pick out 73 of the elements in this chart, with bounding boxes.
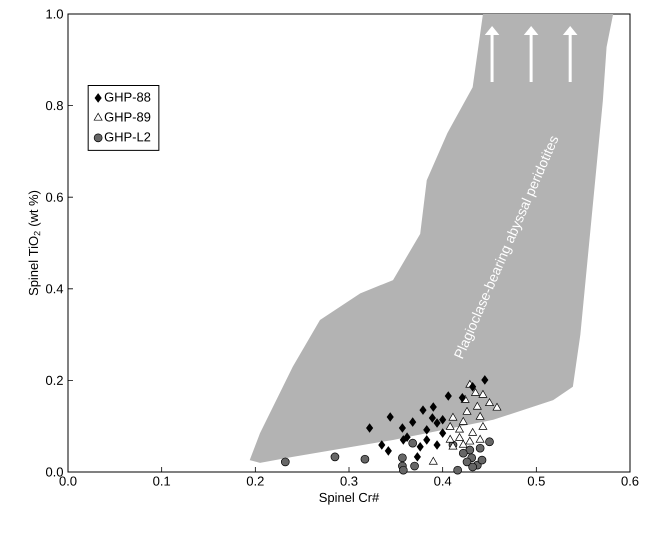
- point: [476, 435, 484, 443]
- point: [439, 428, 446, 438]
- y-tick-label: 0.4: [46, 284, 64, 294]
- point: [410, 462, 419, 470]
- x-tick-label: 0.2: [246, 476, 264, 486]
- point: [485, 437, 494, 446]
- point: [453, 466, 462, 474]
- point: [458, 440, 468, 448]
- x-tick-label: 0.6: [622, 476, 638, 486]
- point: [455, 424, 464, 432]
- legend-label: GHP-88: [104, 92, 150, 102]
- y-tick-label: 1.0: [46, 9, 63, 19]
- point: [386, 412, 394, 422]
- point: [428, 413, 436, 422]
- point: [448, 413, 458, 421]
- y-tick-label: 0.8: [46, 101, 63, 110]
- point: [384, 446, 392, 456]
- point: [446, 435, 454, 443]
- point: [466, 436, 474, 444]
- point: [462, 458, 472, 466]
- point: [398, 424, 406, 433]
- point: [420, 406, 426, 415]
- point: [423, 435, 430, 444]
- point: [468, 428, 477, 436]
- point: [378, 440, 386, 450]
- y-tick-label: 0.0: [46, 467, 63, 477]
- point: [366, 424, 374, 433]
- point: [458, 417, 468, 425]
- point: [462, 407, 472, 415]
- point: [458, 393, 466, 402]
- legend-label: GHP-L2: [104, 132, 150, 142]
- point: [280, 458, 290, 466]
- point: [471, 388, 480, 396]
- point: [414, 452, 421, 462]
- point: [476, 412, 484, 420]
- point: [416, 442, 424, 452]
- point: [468, 462, 477, 472]
- point: [473, 402, 482, 410]
- point: [398, 453, 407, 462]
- point: [478, 456, 486, 464]
- point: [430, 402, 437, 412]
- point: [408, 438, 418, 448]
- point: [455, 433, 464, 441]
- point: [476, 444, 484, 453]
- x-tick-label: 0.4: [434, 476, 452, 486]
- point: [439, 415, 446, 424]
- point: [360, 454, 370, 464]
- point: [434, 440, 441, 450]
- legend-label: GHP-89: [104, 112, 150, 122]
- point: [492, 402, 502, 411]
- point: [469, 382, 476, 392]
- point: [478, 422, 488, 430]
- x-tick-label: 0.5: [528, 476, 545, 486]
- y-tick-label: 0.6: [46, 192, 63, 202]
- y-tick-label: 0.2: [46, 376, 63, 385]
- x-axis-title: Spinel Cr#: [319, 492, 380, 505]
- y-axis-title: Spinel TiO$_{2}$ (wt %): [28, 190, 41, 296]
- point: [404, 432, 411, 442]
- point: [444, 391, 452, 401]
- point: [409, 418, 416, 427]
- point: [330, 452, 340, 462]
- point: [428, 456, 438, 465]
- point: [458, 448, 468, 458]
- point: [481, 375, 488, 384]
- x-tick-label: 0.1: [153, 476, 170, 486]
- point: [423, 425, 430, 434]
- point: [478, 390, 488, 398]
- x-tick-label: 0.0: [60, 476, 77, 486]
- point: [485, 398, 494, 406]
- point: [398, 466, 408, 474]
- x-tick-label: 0.3: [340, 476, 358, 486]
- point: [446, 422, 454, 430]
- point: [434, 418, 441, 428]
